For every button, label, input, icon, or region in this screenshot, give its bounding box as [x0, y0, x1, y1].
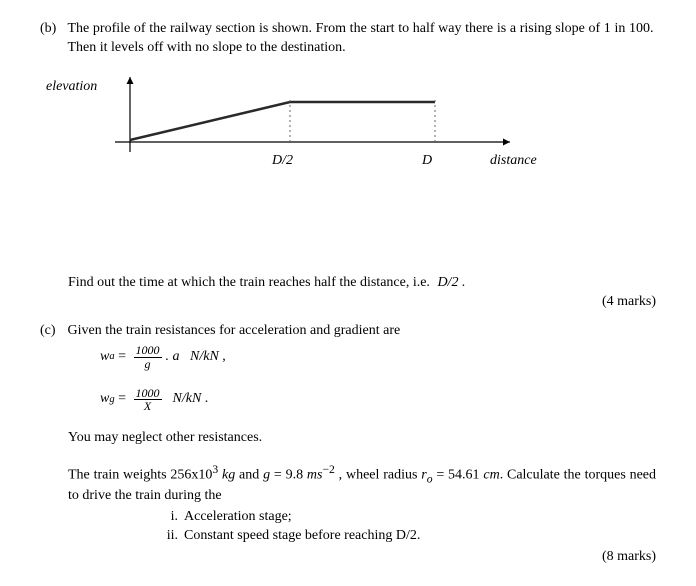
elevation-label: elevation — [46, 78, 97, 97]
item-ii: ii. Constant speed stage before reaching… — [150, 527, 656, 546]
eq-wa: wa = 1000 g . a N/kN , — [100, 344, 656, 370]
find-line-text: Find out the time at which the train rea… — [68, 274, 656, 293]
roman-list: i. Acceleration stage; ii. Constant spee… — [150, 508, 656, 546]
weight: 256x10 — [170, 467, 212, 482]
gval: 9.8 — [286, 467, 307, 482]
distance-label: distance — [490, 152, 537, 171]
p1a: The train weights — [68, 467, 170, 482]
rn-i: i. — [150, 508, 184, 527]
part-c: (c) Given the train resistances for acce… — [40, 322, 656, 341]
find-text: Find out the time at which the train rea… — [68, 275, 430, 290]
d2-label: D/2 — [272, 152, 293, 171]
msunit: ms — [307, 467, 323, 482]
part-c-marks: (8 marks) — [68, 548, 656, 567]
neglect-line: You may neglect other resistances. — [68, 429, 656, 448]
eq2-tail: . — [205, 390, 209, 409]
train-params: The train weights 256x103 kg and g = 9.8… — [68, 462, 656, 506]
part-c-label: (c) — [40, 322, 64, 341]
p1b: kg — [218, 467, 235, 482]
eq2-unit: N/kN — [173, 390, 202, 409]
find-end: D/2 . — [437, 275, 465, 290]
find-line-row: Find out the time at which the train rea… — [68, 274, 656, 312]
p1c: and — [235, 467, 263, 482]
p1d: , wheel radius — [335, 467, 421, 482]
part-b-label: (b) — [40, 20, 64, 39]
item-i: i. Acceleration stage; — [150, 508, 656, 527]
eq-wg: wg = 1000 X N/kN . — [100, 387, 656, 413]
eq1-unit: N/kN — [190, 348, 219, 367]
eq1-den: g — [143, 358, 153, 371]
eq2-den: X — [142, 400, 153, 413]
rn-ii: ii. — [150, 527, 184, 546]
ii-text: Constant speed stage before reaching D/2… — [184, 527, 420, 546]
i-text: Acceleration stage; — [184, 508, 292, 527]
eq1-var: w — [100, 348, 109, 367]
part-b: (b) The profile of the railway section i… — [40, 20, 656, 58]
eqsym2: = — [433, 467, 449, 482]
eq1-tail: , — [222, 348, 226, 367]
rval: 54.61 — [448, 467, 483, 482]
part-c-intro: Given the train resistances for accelera… — [68, 322, 654, 341]
msexp: −2 — [322, 463, 334, 476]
rcm: cm — [483, 467, 499, 482]
eqsym: = — [270, 467, 286, 482]
eq2-var: w — [100, 390, 109, 409]
profile-diagram: elevation D/2 D distance — [40, 72, 656, 274]
eq1-num: 1000 — [134, 344, 162, 358]
eq2-num: 1000 — [134, 387, 162, 401]
eq1-after: . a — [166, 348, 180, 367]
part-b-intro: The profile of the railway section is sh… — [68, 20, 654, 58]
part-b-marks: (4 marks) — [68, 293, 656, 312]
d-label: D — [422, 152, 432, 171]
